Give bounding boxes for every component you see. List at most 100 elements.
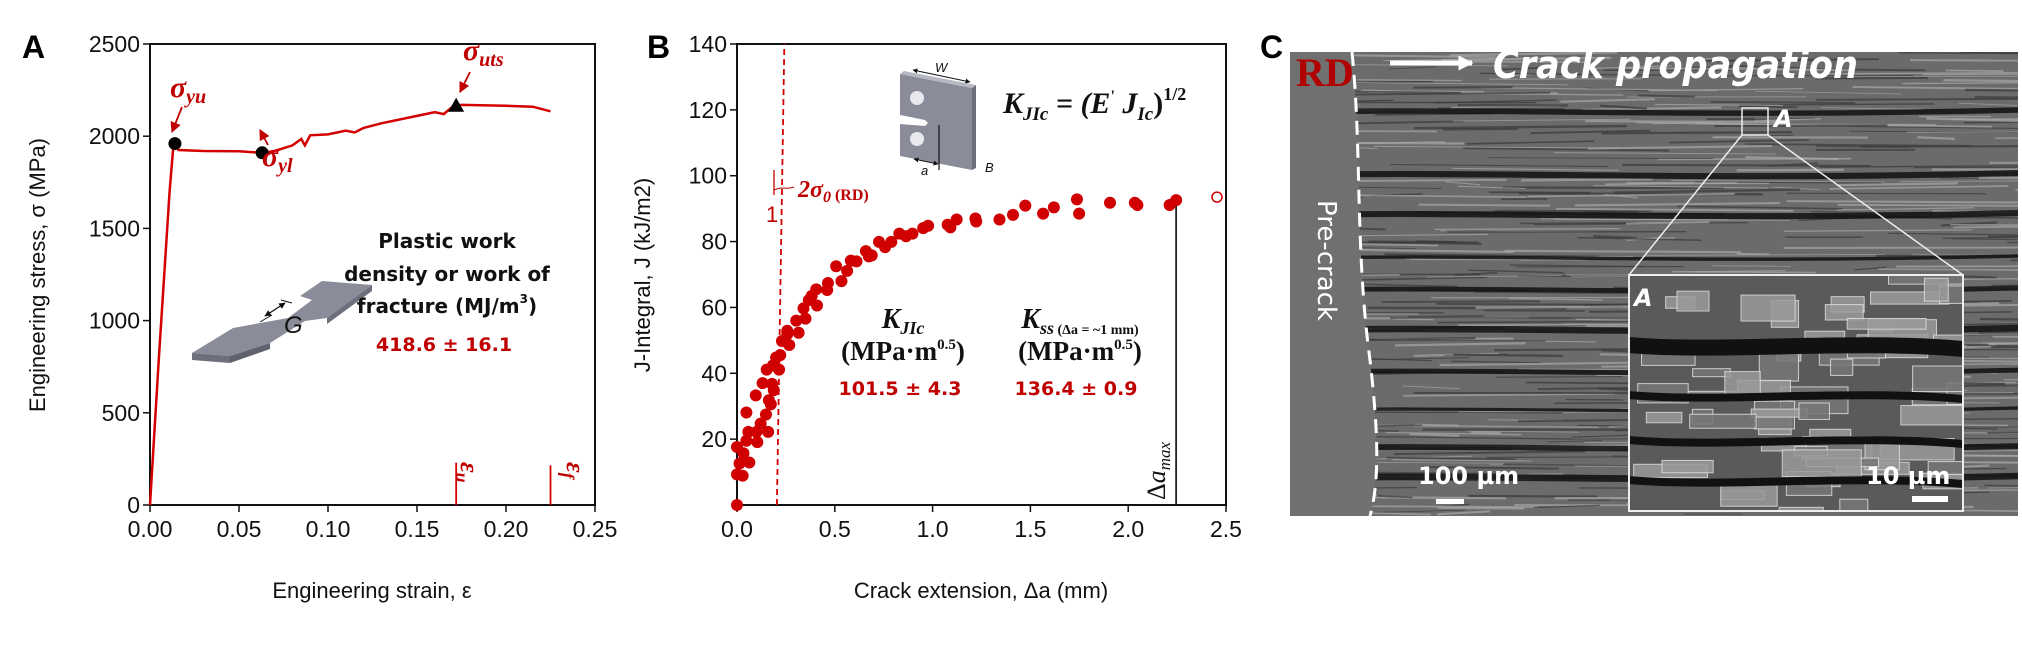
data-point bbox=[830, 260, 843, 273]
inset-texture bbox=[1629, 275, 1963, 511]
x-tick-label: 2.0 bbox=[1112, 516, 1144, 542]
inset-grain bbox=[1824, 304, 1864, 321]
texture-streak bbox=[1585, 120, 1790, 124]
texture-streak bbox=[1413, 124, 1627, 130]
inset-grain bbox=[1778, 506, 1824, 511]
texture-streak bbox=[1816, 97, 2018, 101]
scale-bar-main bbox=[1436, 499, 1464, 504]
texture-streak bbox=[1463, 147, 1670, 152]
texture-streak bbox=[1837, 203, 2018, 207]
kjic-value: 101.5 ± 4.3 bbox=[839, 378, 962, 400]
texture-streak bbox=[1527, 192, 1735, 198]
pre-crack-label: Pre-crack bbox=[1311, 200, 1341, 321]
markers-a bbox=[168, 97, 465, 160]
texture-streak bbox=[1745, 155, 1839, 161]
texture-streak bbox=[1470, 431, 1501, 435]
data-point bbox=[749, 389, 762, 402]
crack-propagation-label: Crack propagation bbox=[1493, 43, 1858, 87]
inset-grain bbox=[1798, 402, 1830, 420]
pre-crack-region bbox=[1290, 52, 1377, 516]
data-point bbox=[742, 425, 755, 438]
gauge-length-label: G bbox=[284, 312, 303, 339]
texture-streak bbox=[1922, 73, 2018, 76]
y-tick-label: 120 bbox=[689, 97, 727, 123]
texture-streak bbox=[1738, 105, 1797, 109]
marker-σuts bbox=[448, 97, 465, 112]
texture-streak bbox=[1581, 106, 1722, 111]
data-point bbox=[740, 406, 753, 419]
data-point bbox=[790, 314, 803, 327]
texture-streak bbox=[1443, 127, 1518, 131]
texture-streak bbox=[1356, 242, 1439, 247]
x-tick-label: 1.0 bbox=[917, 516, 949, 542]
texture-streak bbox=[1452, 167, 1619, 171]
data-point bbox=[906, 227, 919, 240]
texture-streak bbox=[1385, 431, 1522, 436]
texture-streak bbox=[1963, 121, 2018, 124]
inset-crack bbox=[1629, 476, 1963, 488]
inset-grain bbox=[1830, 358, 1854, 376]
panel-a: A 0.00 0.05 0.10 0.15 0.20 0.25 0 500 1000 1500 2… bbox=[22, 29, 617, 603]
texture-streak bbox=[1878, 268, 2018, 271]
texture-streak bbox=[1466, 430, 1579, 433]
data-point bbox=[841, 264, 854, 277]
texture-streak bbox=[1374, 145, 1619, 149]
texture-streak bbox=[1466, 140, 1595, 145]
inset-a-label: A bbox=[1632, 284, 1653, 312]
texture-streak bbox=[1961, 509, 2018, 512]
inset-grain bbox=[1927, 461, 1963, 475]
data-point bbox=[756, 377, 769, 390]
pre-crack-boundary bbox=[1350, 52, 1379, 516]
texture-streak bbox=[1736, 252, 1770, 256]
texture-streak bbox=[1745, 143, 1972, 147]
zoom-line-left bbox=[1628, 134, 1743, 276]
inset-grain bbox=[1912, 365, 1963, 393]
texture-streak bbox=[1595, 65, 1673, 69]
texture-streak bbox=[1437, 320, 1645, 324]
data-point bbox=[792, 326, 805, 339]
inset-grain bbox=[1900, 405, 1963, 426]
texture-streak bbox=[1454, 60, 1586, 63]
y-tick-label: 60 bbox=[701, 294, 727, 320]
y-tick-label: 2000 bbox=[89, 123, 140, 149]
texture-streak bbox=[1475, 305, 1635, 309]
inset-grain bbox=[1645, 411, 1683, 424]
tensile-specimen-icon: G bbox=[192, 281, 372, 363]
data-point bbox=[1170, 194, 1183, 207]
texture-streak bbox=[1677, 205, 1843, 210]
texture-streak bbox=[1451, 360, 1542, 364]
texture-streak bbox=[1437, 506, 1525, 510]
texture-streak bbox=[1488, 157, 1714, 160]
kss-symbol: Kss (Δa = ~1 mm) bbox=[1020, 304, 1139, 338]
panel-label-b: B bbox=[647, 29, 670, 65]
texture-streak bbox=[1958, 384, 2018, 387]
texture-streak bbox=[1388, 66, 1437, 70]
texture-streak bbox=[1494, 66, 1542, 71]
texture-streak bbox=[1852, 86, 2018, 90]
inset-grain bbox=[1689, 413, 1757, 429]
y-tick-label: 100 bbox=[689, 163, 727, 189]
texture-streak bbox=[1955, 450, 2018, 452]
texture-streak bbox=[1347, 186, 1442, 190]
x-tick-label: 2.5 bbox=[1210, 516, 1242, 542]
data-point bbox=[970, 215, 983, 228]
data-point bbox=[811, 299, 824, 312]
data-point bbox=[1006, 208, 1019, 221]
texture-streak bbox=[1619, 67, 1850, 71]
plot-frame-b bbox=[736, 43, 1227, 506]
x-tick-label: 0.05 bbox=[217, 516, 262, 542]
texture-streak bbox=[1926, 117, 2018, 122]
texture-streak bbox=[1978, 330, 2018, 334]
data-point bbox=[950, 213, 963, 226]
kjic-symbol: KJIc bbox=[881, 304, 925, 338]
scale-bar-main-label: 100 µm bbox=[1418, 462, 1519, 490]
sigma-yu-label: σyu bbox=[170, 71, 206, 108]
inset-grain bbox=[1846, 317, 1927, 330]
texture-streak bbox=[1982, 342, 2018, 345]
texture-streak bbox=[1964, 88, 2018, 92]
delamination-crack bbox=[1290, 209, 2018, 220]
texture-streak bbox=[1402, 385, 1461, 390]
texture-streak bbox=[1979, 317, 2018, 321]
texture-streak bbox=[1468, 269, 1564, 274]
texture-streak bbox=[1671, 179, 1885, 183]
